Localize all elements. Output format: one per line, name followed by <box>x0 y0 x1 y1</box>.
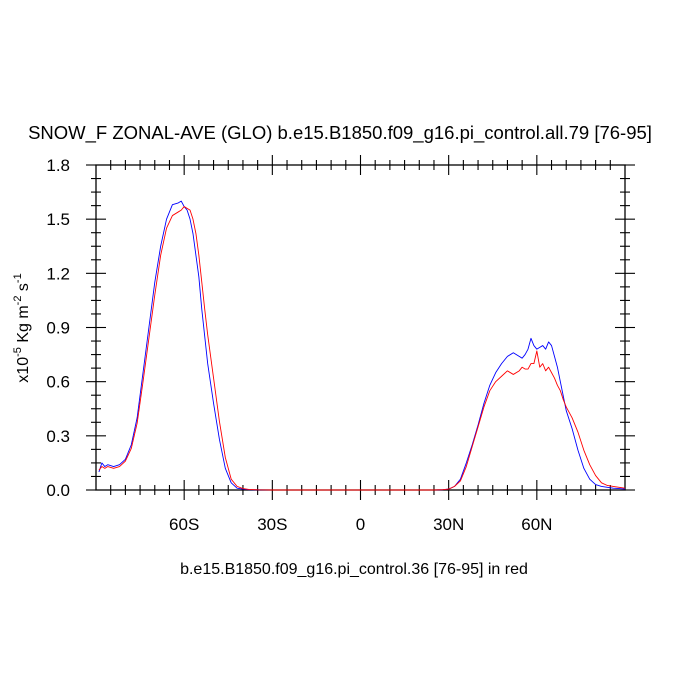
y-axis-label-exponent-2: -2 <box>12 296 24 306</box>
x-tick-label: 30S <box>257 515 287 534</box>
y-axis-label-unit-1: Kg m <box>15 305 32 347</box>
y-tick-label: 0.6 <box>46 373 70 392</box>
y-tick-label: 1.8 <box>46 156 70 175</box>
series-line-red <box>98 206 626 491</box>
y-axis-label-prefix: x10 <box>15 357 32 383</box>
chart-title: SNOW_F ZONAL-AVE (GLO) b.e15.B1850.f09_g… <box>28 122 652 144</box>
y-axis-label-unit-2: s <box>15 283 32 295</box>
x-tick-label: 0 <box>356 515 365 534</box>
x-axis-label: b.e15.B1850.f09_g16.pi_control.36 [76-95… <box>180 561 528 578</box>
y-axis-label-exponent-1: -5 <box>12 347 24 357</box>
x-tick-label: 60N <box>521 515 552 534</box>
y-tick-label: 1.2 <box>46 264 70 283</box>
y-tick-label: 0.0 <box>46 481 70 500</box>
y-tick-label: 0.3 <box>46 427 70 446</box>
series-line-blue <box>98 200 626 491</box>
y-tick-label: 0.9 <box>46 319 70 338</box>
y-axis-label-exponent-3: -1 <box>12 273 24 283</box>
axis-ticks: 60S 30S 0 30N 60N 0.0 0.3 0.6 0.9 1.2 1.5 1.8 <box>46 155 635 534</box>
x-tick-label: 60S <box>169 515 199 534</box>
x-tick-label: 30N <box>433 515 464 534</box>
y-axis-label: x10-5 Kg m-2 s-1 <box>12 273 32 382</box>
y-tick-label: 1.5 <box>46 210 70 229</box>
data-series <box>98 200 626 491</box>
